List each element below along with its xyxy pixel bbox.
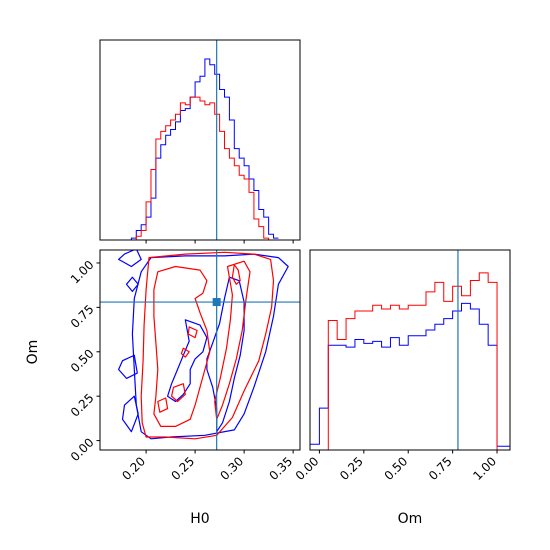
panel-h0-marginal [99, 39, 301, 244]
om-marginal-marks: 0.00 0.25 0.50 0.75 1.00 [293, 249, 511, 483]
om-hist-1 [310, 272, 510, 450]
panel-joint-contours: 0.20 0.25 0.30 0.35 0.00 0.25 0.50 0.75 1.00 [68, 249, 301, 483]
om-x-tick-label-4: 1.00 [470, 454, 499, 483]
contour-4 [121, 395, 139, 433]
om-hist-0 [310, 302, 510, 447]
contour-12 [180, 347, 190, 358]
h0-hist-0 [121, 58, 279, 240]
om-x-tick-label-3: 0.75 [426, 454, 455, 483]
joint-contours [117, 250, 289, 440]
contour-14 [157, 397, 169, 413]
contour-9 [214, 260, 251, 420]
h0-x-tick-label-0: 0.20 [119, 454, 148, 483]
contour-1 [117, 250, 142, 268]
om-y-axis-label: Om [25, 340, 41, 365]
contour-10 [231, 264, 241, 285]
joint-truth-marker [212, 298, 221, 307]
om-x-tick-label-2: 0.50 [382, 454, 411, 483]
h0-marginal-frame [99, 39, 301, 241]
h0-x-tick-label-2: 0.30 [217, 454, 246, 483]
om-y-tick-label-0: 0.00 [68, 435, 97, 464]
contour-6 [206, 276, 245, 433]
contour-2 [125, 276, 139, 292]
contour-0 [131, 253, 289, 440]
contour-7 [140, 251, 275, 440]
om-y-tick-label-4: 1.00 [68, 258, 97, 287]
h0-axis-label: H0 [190, 511, 209, 527]
om-y-tick-label-2: 0.50 [68, 346, 97, 375]
h0-x-tick-label-1: 0.25 [168, 454, 197, 483]
joint-frame [99, 249, 301, 451]
panel-om-marginal: 0.00 0.25 0.50 0.75 1.00 [293, 249, 511, 483]
contour-11 [187, 326, 198, 339]
contour-5 [167, 319, 208, 403]
joint-marks: 0.20 0.25 0.30 0.35 0.00 0.25 0.50 0.75 1.00 [68, 249, 301, 483]
h0-histograms [121, 58, 279, 240]
om-x-tick-label-1: 0.25 [337, 454, 366, 483]
contour-13 [171, 383, 186, 403]
om-x-tick-label-0: 0.00 [293, 454, 322, 483]
h0-hist-1 [121, 96, 279, 240]
om-y-tick-label-1: 0.25 [68, 391, 97, 420]
contour-8 [153, 265, 211, 427]
om-y-tick-label-3: 0.75 [68, 302, 97, 331]
h0-marginal-marks [99, 39, 301, 244]
contour-3 [117, 354, 138, 379]
om-histograms [310, 272, 510, 450]
h0-x-tick-label-3: 0.35 [266, 454, 295, 483]
om-marginal-frame [309, 249, 511, 451]
om-axis-label: Om [398, 511, 423, 527]
